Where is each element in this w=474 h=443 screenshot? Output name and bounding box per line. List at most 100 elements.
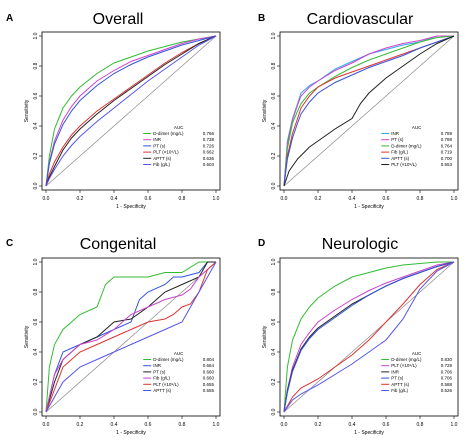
chart-title: Congenital [80, 236, 157, 253]
x-tick-label: 0.2 [315, 196, 322, 202]
chart-panel-c: C Congenital 0.0 0.2 0.4 0.6 0.8 1.0 0.0 0.2 0.4 0.… [6, 236, 221, 436]
y-tick-label: 0.6 [33, 92, 39, 99]
x-tick-label: 0.0 [281, 196, 288, 202]
y-tick-label: 0.4 [33, 348, 39, 355]
chart-title: Overall [93, 11, 144, 28]
legend-label: INR [153, 363, 162, 368]
legend-auc-value: 0.729 [441, 363, 453, 368]
plot-frame [41, 257, 221, 417]
y-tick-label: 0.8 [33, 288, 39, 295]
y-tick-label: 0.6 [33, 318, 39, 325]
roc-curve-plt-10-l [283, 35, 455, 187]
x-tick-label: 1.0 [451, 196, 458, 202]
panel-letter: A [6, 13, 13, 24]
y-tick-label: 0.6 [271, 92, 277, 99]
legend-label: PT (s) [153, 143, 166, 148]
x-tick-label: 0.2 [77, 422, 84, 428]
x-tick-label: 0.8 [417, 196, 424, 202]
legend-label: INR [391, 131, 400, 136]
legend-label: PT (s) [391, 376, 404, 381]
roc-curve-d-dimer-mg-l [45, 261, 216, 413]
legend-auc-value: 0.764 [441, 143, 453, 148]
x-tick-label: 0.4 [111, 196, 118, 202]
y-tick-label: 1.0 [271, 32, 277, 39]
legend-label: Fib (g/L) [153, 376, 170, 381]
roc-curve-fib-g-l [45, 35, 217, 187]
roc-curve-aptt-s [45, 35, 217, 187]
legend-label: D-dimer (mg/L) [153, 131, 184, 136]
y-tick-label: 1.0 [33, 258, 39, 265]
chart-title: Neurologic [322, 236, 398, 253]
legend-auc-value: 0.662 [203, 150, 215, 155]
panel-letter: D [258, 238, 265, 249]
legend-label: PLT (×10⁹/L) [153, 382, 179, 387]
legend-box [379, 349, 454, 396]
legend-auc-value: 0.830 [441, 357, 453, 362]
legend-label: Fib (g/L) [153, 162, 170, 167]
roc-curve-aptt-s [45, 261, 217, 413]
reference-diagonal [45, 261, 217, 413]
legend-label: APTT (s) [391, 156, 409, 161]
y-axis-label: Sensitivity [24, 325, 30, 348]
legend-auc-value: 0.526 [441, 388, 453, 393]
y-tick-label: 0.2 [271, 152, 277, 159]
legend-title: AUC [174, 125, 184, 130]
roc-curve-pt-s [45, 35, 217, 187]
chart-panel-d: D Neurologic 0.0 0.2 0.4 0.6 0.8 1.0 0.0 0.2 0.4 0.… [258, 236, 459, 436]
legend-label: PT (s) [153, 369, 166, 374]
x-tick-label: 0.4 [349, 422, 356, 428]
legend-auc-value: 0.700 [441, 156, 453, 161]
legend: AUC INR 0.789 PT (s) 0.788 D-dimer (mg/L) 0.76… [379, 123, 454, 170]
legend-label: D-dimer (mg/L) [391, 143, 422, 148]
legend-label: D-dimer (mg/L) [153, 357, 184, 362]
legend-label: APTT (s) [153, 156, 171, 161]
legend-title: AUC [412, 125, 422, 130]
y-tick-label: 1.0 [271, 258, 277, 265]
plot-frame [41, 31, 221, 191]
y-tick-label: 0.6 [271, 318, 277, 325]
x-tick-label: 0.8 [417, 422, 424, 428]
legend-auc-value: 0.789 [441, 131, 453, 136]
legend-auc-value: 0.664 [203, 363, 215, 368]
legend-title: AUC [174, 351, 184, 356]
x-tick-label: 0.4 [111, 422, 118, 428]
legend-auc-value: 0.788 [441, 137, 453, 142]
x-tick-label: 1.0 [213, 422, 220, 428]
legend-label: APTT (s) [391, 382, 409, 387]
legend-auc-value: 0.706 [441, 369, 453, 374]
panels: A Overall 0.0 0.2 0.4 0.6 0.8 1.0 0.0 0.2 0.4 0.6 0.… [6, 11, 459, 436]
roc-curve-aptt-s [283, 261, 455, 413]
legend-label: D-dimer (mg/L) [391, 357, 422, 362]
legend-auc-value: 0.804 [203, 357, 215, 362]
legend-auc-value: 0.706 [441, 376, 453, 381]
reference-diagonal [45, 35, 217, 187]
y-axis-label: Sensitivity [262, 325, 268, 348]
legend-box [141, 123, 216, 170]
x-tick-label: 0.0 [43, 196, 50, 202]
y-tick-label: 0.2 [33, 378, 39, 385]
x-tick-label: 0.4 [349, 196, 356, 202]
legend-label: Fib (g/L) [391, 388, 408, 393]
x-axis-label: 1 - Specificity [116, 430, 146, 436]
roc-curve-fib-g-l [45, 261, 217, 413]
legend-auc-value: 0.766 [203, 131, 215, 136]
legend-auc-value: 0.726 [203, 143, 215, 148]
chart-panel-a: A Overall 0.0 0.2 0.4 0.6 0.8 1.0 0.0 0.2 0.4 0.6 0.… [6, 11, 221, 210]
x-tick-label: 0.0 [281, 422, 288, 428]
y-axis-label: Sensitivity [262, 99, 268, 122]
x-tick-label: 0.6 [383, 422, 390, 428]
y-tick-label: 0.8 [271, 288, 277, 295]
reference-diagonal [283, 261, 455, 413]
y-tick-label: 0.0 [271, 408, 277, 415]
roc-curve-pt-s [283, 261, 455, 413]
y-tick-label: 0.2 [33, 152, 39, 159]
legend-auc-value: 0.636 [203, 156, 215, 161]
y-tick-label: 0.2 [271, 378, 277, 385]
legend-label: APTT (s) [153, 388, 171, 393]
legend-auc-value: 0.738 [203, 137, 215, 142]
roc-curve-d-dimer-mg-l [283, 35, 455, 187]
plot-frame [279, 31, 459, 191]
legend-auc-value: 0.553 [441, 162, 453, 167]
